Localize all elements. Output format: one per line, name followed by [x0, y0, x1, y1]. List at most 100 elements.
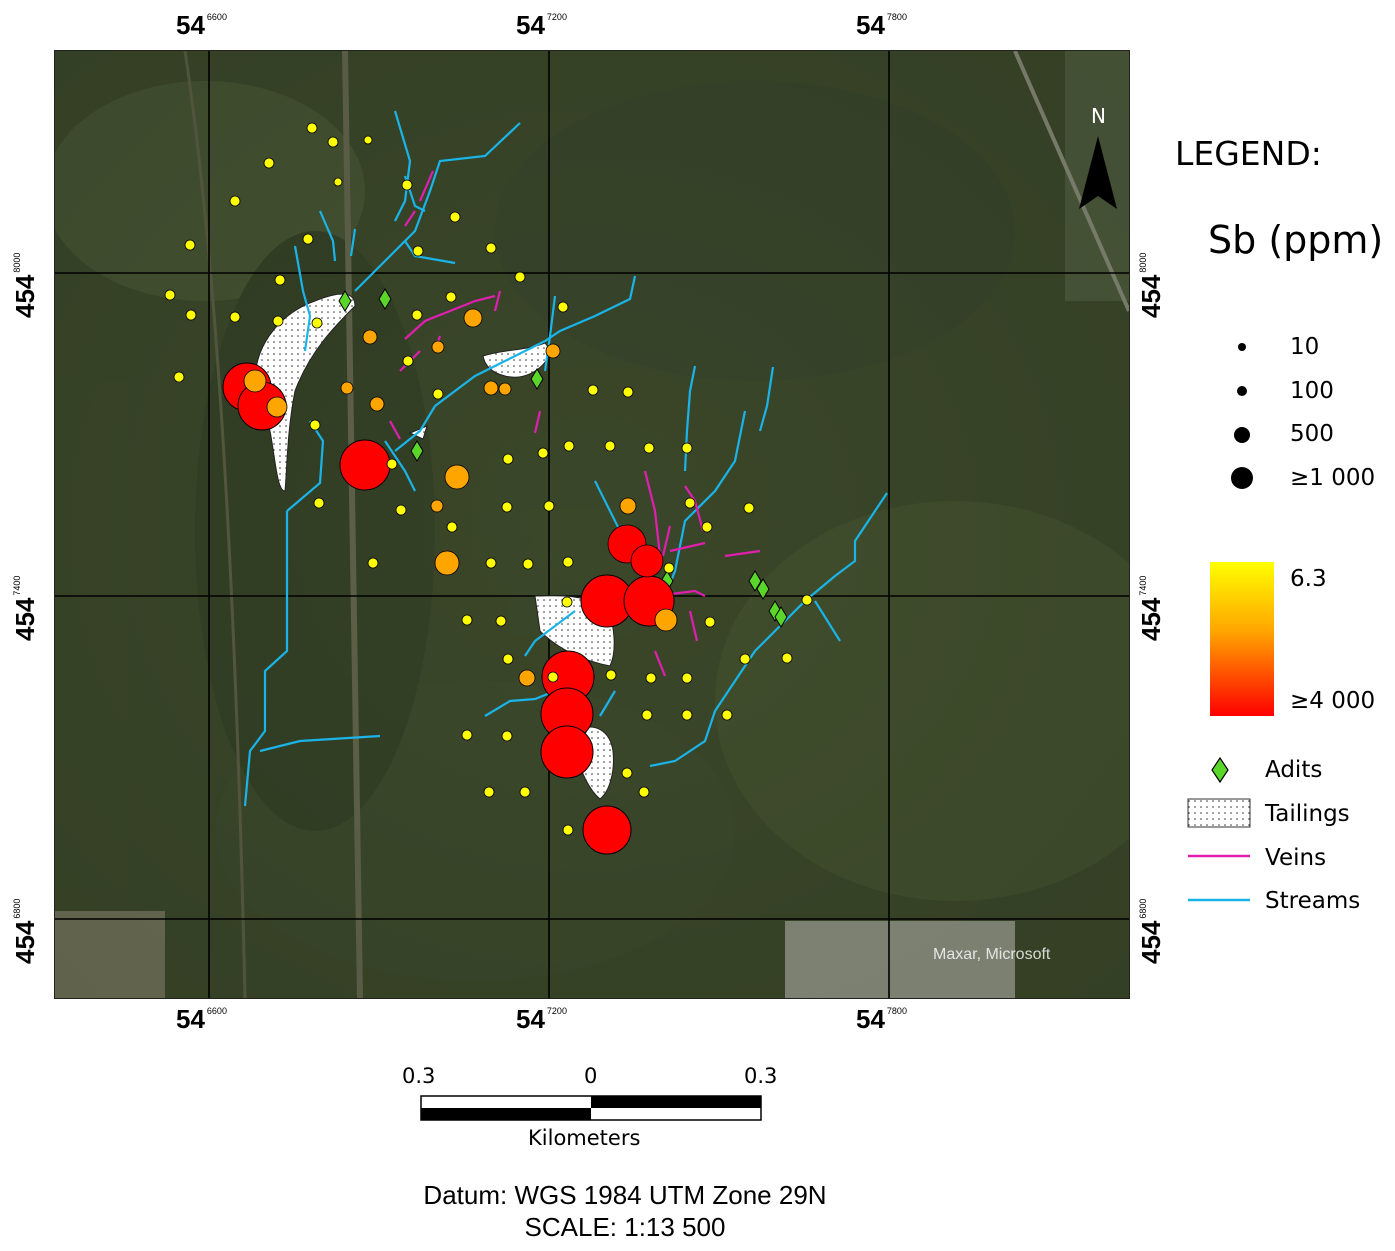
x-label-top-3: 54 7800 — [856, 10, 907, 40]
tailings-polygon — [254, 293, 356, 492]
sample-point — [266, 396, 288, 418]
y-label-left-3: 4546800 — [10, 898, 40, 964]
sample-point — [367, 557, 379, 569]
stream-line — [599, 690, 616, 717]
legend-symbols — [1187, 756, 1251, 902]
vein-line — [493, 290, 502, 312]
sample-point — [621, 767, 633, 779]
sample-point — [701, 521, 713, 533]
sample-point — [444, 464, 470, 490]
north-arrow-icon — [1079, 136, 1117, 209]
size-100-label: 100 — [1290, 378, 1334, 404]
sample-point — [545, 343, 561, 359]
sample-point — [630, 544, 664, 578]
vein-line — [661, 525, 672, 557]
size-500-symbol — [1234, 427, 1250, 443]
size-10-label: 10 — [1290, 334, 1320, 360]
stream-line — [349, 228, 357, 257]
adit-marker — [410, 440, 424, 462]
sample-point — [547, 671, 559, 683]
color-ramp — [1210, 562, 1274, 716]
sample-point — [619, 497, 637, 515]
vein-line — [688, 610, 699, 642]
stream-line — [354, 122, 521, 292]
adit-marker — [378, 288, 392, 310]
sample-point — [401, 179, 413, 191]
scale-unit-label: Kilometers — [528, 1126, 641, 1150]
stream-line — [259, 734, 381, 753]
sample-point — [561, 596, 573, 608]
legend-adits-label: Adits — [1265, 757, 1323, 783]
size-10-symbol — [1238, 343, 1246, 351]
sample-point — [173, 371, 185, 383]
sample-point — [411, 309, 423, 321]
veins-layer — [389, 170, 761, 677]
sample-point — [540, 725, 594, 779]
stream-line — [384, 440, 416, 492]
adit-marker — [748, 570, 762, 592]
sample-point — [302, 233, 314, 245]
sample-point — [563, 440, 575, 452]
sample-point — [263, 157, 275, 169]
sample-point — [274, 274, 286, 286]
legend-title: LEGEND: — [1175, 134, 1322, 173]
sample-point — [537, 447, 549, 459]
sample-point — [430, 499, 444, 513]
stream-line — [524, 610, 576, 657]
scale-mid-label: 0 — [584, 1064, 598, 1088]
sample-point — [684, 497, 696, 509]
tailings-legend-swatch — [1187, 798, 1251, 828]
y-label-left-1: 4548000 — [10, 252, 40, 318]
sample-point — [483, 380, 499, 396]
north-label: N — [1091, 104, 1106, 128]
sample-point — [309, 419, 321, 431]
sample-point — [164, 289, 176, 301]
size-500-label: 500 — [1290, 421, 1334, 447]
sample-point — [483, 786, 495, 798]
samples-layer — [164, 122, 813, 855]
adit-legend-icon — [1211, 756, 1229, 784]
sample-point — [485, 242, 497, 254]
sample-point — [327, 136, 339, 148]
stream-line — [814, 600, 841, 642]
sample-point — [587, 384, 599, 396]
vein-line — [404, 210, 416, 227]
sample-point — [461, 729, 473, 741]
sample-point — [663, 562, 675, 574]
sample-point — [582, 805, 632, 855]
sample-point — [339, 439, 391, 491]
adits-layer — [338, 288, 788, 628]
x-label-bottom-3: 54 7800 — [856, 1004, 907, 1034]
sample-point — [402, 355, 414, 367]
tailings-polygon — [482, 342, 552, 378]
sample-point — [446, 521, 458, 533]
sample-point — [681, 709, 693, 721]
sample-point — [333, 177, 343, 187]
adit-marker — [774, 606, 788, 628]
map-canvas[interactable]: N Maxar, Microsoft — [55, 51, 1129, 998]
scale-right-label: 0.3 — [744, 1064, 778, 1088]
sample-point — [463, 308, 483, 328]
sample-point — [431, 340, 445, 354]
adit-marker — [338, 290, 352, 312]
sample-point — [704, 616, 716, 628]
sample-point — [739, 653, 751, 665]
vein-line — [533, 410, 542, 434]
vein-line — [404, 294, 496, 340]
sample-point — [654, 608, 678, 632]
stream-line — [286, 420, 325, 512]
sample-point — [622, 386, 634, 398]
sample-point — [743, 502, 755, 514]
sample-point — [562, 556, 574, 568]
vein-line — [669, 541, 706, 553]
sample-point — [604, 440, 616, 452]
stream-line — [649, 492, 888, 768]
x-label-top-1: 54 6600 — [176, 10, 227, 40]
vein-line — [643, 470, 662, 557]
vein-line — [653, 650, 667, 677]
sample-point — [243, 369, 267, 393]
stream-line — [318, 210, 337, 262]
map-frame[interactable]: N Maxar, Microsoft — [54, 50, 1130, 999]
sample-point — [412, 245, 424, 257]
size-1000-symbol — [1231, 467, 1253, 489]
